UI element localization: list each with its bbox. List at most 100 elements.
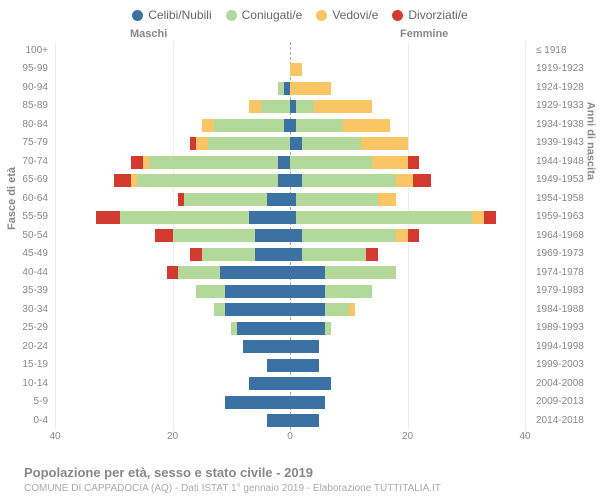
legend-item: Vedovi/e bbox=[316, 8, 378, 22]
birth-label: 1999-2003 bbox=[536, 356, 584, 374]
birth-label: 1969-1973 bbox=[536, 245, 584, 263]
bar-seg-divorced bbox=[167, 266, 179, 279]
bar-seg-single bbox=[290, 266, 325, 279]
bar-seg-widowed bbox=[314, 100, 373, 113]
bar-seg-single bbox=[249, 377, 290, 390]
bar-seg-widowed bbox=[343, 119, 390, 132]
bar-seg-single bbox=[290, 377, 331, 390]
age-label: 65-69 bbox=[22, 171, 48, 189]
legend-swatch bbox=[392, 10, 403, 21]
female-header: Femmine bbox=[400, 28, 448, 40]
bar-seg-widowed bbox=[202, 119, 214, 132]
pyramid-row bbox=[55, 338, 525, 356]
pyramid-row bbox=[55, 60, 525, 78]
pyramid-row bbox=[55, 412, 525, 430]
legend-label: Coniugati/e bbox=[242, 8, 303, 22]
age-label: 15-19 bbox=[22, 356, 48, 374]
bar-seg-widowed bbox=[396, 174, 414, 187]
birth-label: 1964-1968 bbox=[536, 227, 584, 245]
bar-seg-widowed bbox=[290, 63, 302, 76]
bar-seg-single bbox=[290, 359, 319, 372]
bar-seg-married bbox=[261, 100, 290, 113]
bar-seg-divorced bbox=[408, 229, 420, 242]
bar-seg-single bbox=[290, 340, 319, 353]
bar-seg-single bbox=[290, 285, 325, 298]
bar-seg-widowed bbox=[249, 100, 261, 113]
bar-seg-divorced bbox=[131, 156, 143, 169]
bar-seg-single bbox=[225, 285, 290, 298]
bar-seg-widowed bbox=[372, 156, 407, 169]
legend-item: Divorziati/e bbox=[392, 8, 467, 22]
bar-seg-single bbox=[290, 414, 319, 427]
bar-seg-married bbox=[214, 303, 226, 316]
age-label: 10-14 bbox=[22, 375, 48, 393]
age-label: 55-59 bbox=[22, 208, 48, 226]
birth-label: 1974-1978 bbox=[536, 264, 584, 282]
birth-label: 1919-1923 bbox=[536, 60, 584, 78]
pyramid-row bbox=[55, 171, 525, 189]
bar-seg-married bbox=[302, 229, 396, 242]
bar-seg-married bbox=[214, 119, 285, 132]
bar-seg-widowed bbox=[472, 211, 484, 224]
age-label: 80-84 bbox=[22, 116, 48, 134]
bar-seg-widowed bbox=[396, 229, 408, 242]
age-label: 90-94 bbox=[22, 79, 48, 97]
bar-seg-married bbox=[325, 266, 396, 279]
bar-seg-single bbox=[290, 229, 302, 242]
bar-seg-married bbox=[149, 156, 278, 169]
bar-seg-single bbox=[290, 322, 325, 335]
birth-label: 1944-1948 bbox=[536, 153, 584, 171]
birth-label: 1939-1943 bbox=[536, 134, 584, 152]
pyramid-row bbox=[55, 190, 525, 208]
birth-label: 1979-1983 bbox=[536, 282, 584, 300]
x-axis: 402002040 bbox=[55, 431, 525, 445]
age-label: 35-39 bbox=[22, 282, 48, 300]
chart-title: Popolazione per età, sesso e stato civil… bbox=[24, 465, 313, 480]
legend: Celibi/Nubili Coniugati/e Vedovi/e Divorzia… bbox=[0, 0, 600, 26]
bar-seg-single bbox=[278, 174, 290, 187]
bar-seg-single bbox=[290, 174, 302, 187]
age-labels: 100+95-9990-9485-8980-8475-7970-7465-696… bbox=[0, 42, 52, 430]
bar-seg-married bbox=[296, 119, 343, 132]
bar-seg-married bbox=[196, 285, 225, 298]
bar-seg-married bbox=[302, 248, 367, 261]
legend-item: Celibi/Nubili bbox=[132, 8, 211, 22]
birth-year-labels: ≤ 19181919-19231924-19281929-19331934-19… bbox=[532, 42, 600, 430]
bar-seg-single bbox=[267, 193, 291, 206]
bar-seg-married bbox=[120, 211, 249, 224]
bar-seg-divorced bbox=[366, 248, 378, 261]
bar-seg-married bbox=[302, 137, 361, 150]
bar-seg-married bbox=[325, 322, 331, 335]
legend-label: Celibi/Nubili bbox=[148, 8, 211, 22]
age-label: 20-24 bbox=[22, 338, 48, 356]
bar-seg-married bbox=[290, 156, 372, 169]
legend-swatch bbox=[226, 10, 237, 21]
bar-seg-married bbox=[296, 100, 314, 113]
bar-seg-married bbox=[173, 229, 255, 242]
bar-seg-single bbox=[267, 414, 291, 427]
bar-seg-divorced bbox=[408, 156, 420, 169]
x-tick: 0 bbox=[287, 431, 293, 442]
x-tick: 40 bbox=[49, 431, 60, 442]
age-label: 100+ bbox=[25, 42, 48, 60]
birth-label: 1929-1933 bbox=[536, 97, 584, 115]
birth-label: 2009-2013 bbox=[536, 393, 584, 411]
pyramid-row bbox=[55, 227, 525, 245]
bar-seg-divorced bbox=[484, 211, 496, 224]
pyramid-row bbox=[55, 264, 525, 282]
x-tick: 40 bbox=[519, 431, 530, 442]
age-label: 5-9 bbox=[34, 393, 48, 411]
age-label: 60-64 bbox=[22, 190, 48, 208]
birth-label: 1994-1998 bbox=[536, 338, 584, 356]
age-label: 45-49 bbox=[22, 245, 48, 263]
pyramid-row bbox=[55, 393, 525, 411]
bar-seg-single bbox=[225, 396, 290, 409]
age-label: 50-54 bbox=[22, 227, 48, 245]
birth-label: 2014-2018 bbox=[536, 412, 584, 430]
bar-seg-widowed bbox=[196, 137, 208, 150]
bar-seg-married bbox=[325, 285, 372, 298]
birth-label: 1954-1958 bbox=[536, 190, 584, 208]
bar-seg-single bbox=[225, 303, 290, 316]
legend-item: Coniugati/e bbox=[226, 8, 303, 22]
bar-seg-married bbox=[208, 137, 290, 150]
